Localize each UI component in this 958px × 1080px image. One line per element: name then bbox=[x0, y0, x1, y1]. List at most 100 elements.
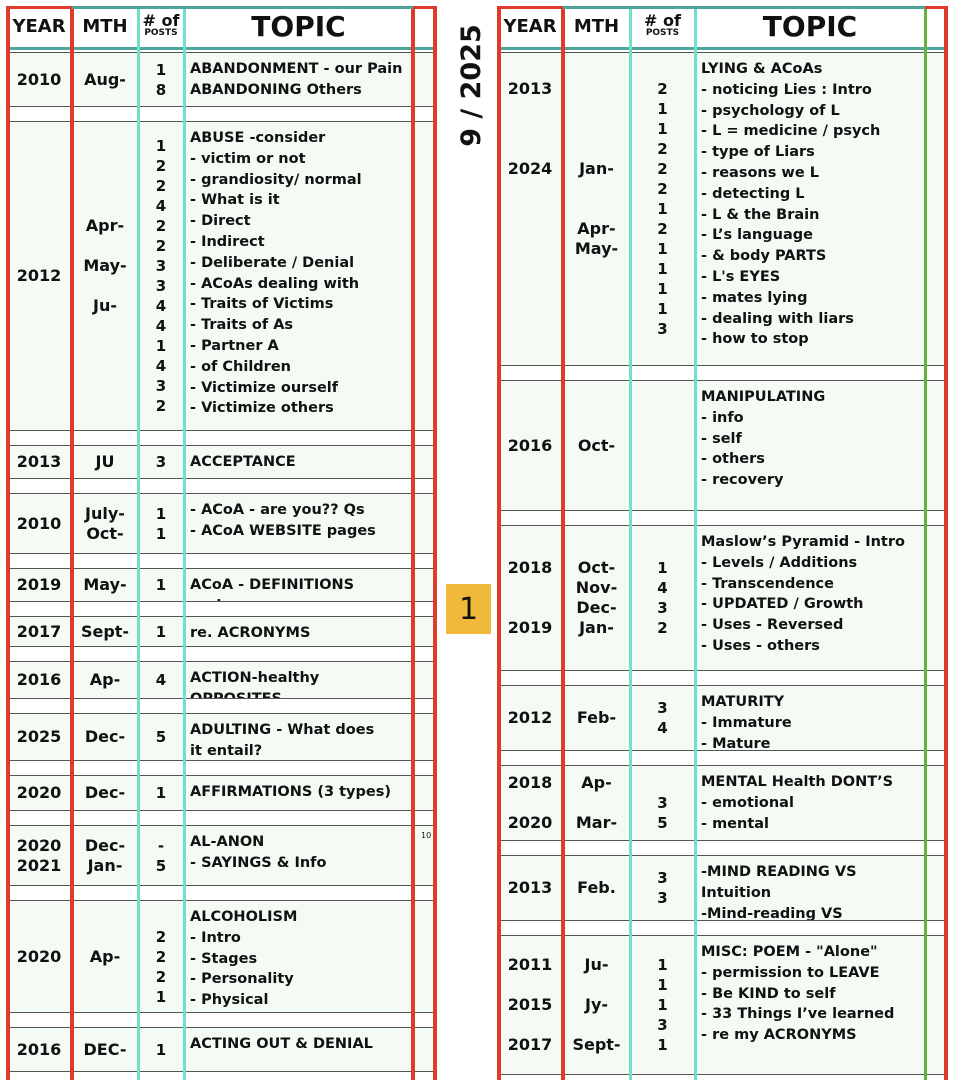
cell-posts: 3 3 bbox=[657, 869, 668, 907]
note-number: 10 bbox=[421, 831, 432, 840]
cell-mth: Ju- Jy- Sept- bbox=[572, 955, 621, 1054]
cell-posts: 3 5 bbox=[657, 794, 668, 832]
cell-mth: Apr- May- Ju- bbox=[83, 216, 127, 315]
cell-year: 2016 bbox=[16, 670, 62, 689]
cell-topic: re. ACRONYMS bbox=[190, 625, 311, 641]
cell-mth: Dec- bbox=[84, 783, 126, 802]
cell-year: 2013 bbox=[16, 452, 62, 471]
cell-mth: Sept- bbox=[80, 621, 130, 641]
table-row: 2020 Ap- 2 2 2 1 ALCOHOLISM - Intro - Stag… bbox=[6, 900, 437, 1013]
top-rule-red bbox=[497, 6, 563, 9]
cell-posts: 1 bbox=[155, 784, 167, 802]
cell-year: 2019 bbox=[16, 575, 62, 594]
table-row: 2025 Dec- 5 ADULTING - What does it entail… bbox=[6, 713, 437, 761]
table-row: 2020 2021 Dec- Jan- - 5 AL-ANON - SAYINGS &… bbox=[6, 825, 437, 886]
cell-posts: 5 bbox=[155, 728, 167, 746]
cell-topic: MISC: POEM - "Alone" - permission to LEA… bbox=[701, 944, 895, 1044]
cell-topic: Maslow’s Pyramid - Intro - Levels / Addi… bbox=[701, 534, 905, 654]
cell-mth: May- bbox=[83, 575, 127, 594]
header-mth: MTH bbox=[82, 16, 128, 37]
cell-mth: Dec- Jan- bbox=[84, 835, 126, 875]
cell-year: 2016 bbox=[507, 435, 553, 455]
cell-year: 2017 bbox=[16, 621, 62, 641]
table-row: 2019 May- 1 ACoA - DEFINITIONS review bbox=[6, 568, 437, 602]
cell-year: 2010 bbox=[16, 513, 62, 533]
cell-year: 2012 bbox=[507, 708, 553, 727]
cell-topic: ACoA - DEFINITIONS review bbox=[190, 577, 355, 601]
cell-mth: Feb- bbox=[576, 708, 617, 727]
table-row: 2013 Feb. 3 3 -MIND READING VS Intuition -M… bbox=[497, 855, 948, 921]
cell-topic: ACCEPTANCE bbox=[190, 454, 296, 470]
cell-year: 2020 2021 bbox=[16, 835, 62, 875]
column-divider bbox=[497, 6, 501, 1080]
top-rule-red bbox=[6, 6, 72, 9]
table-row: 2010 July- Oct- 1 1 - ACoA - are you?? Qs -… bbox=[6, 493, 437, 554]
page-number-badge: 1 bbox=[446, 584, 491, 634]
cell-topic: - ACoA - are you?? Qs - ACoA WEBSITE pag… bbox=[190, 502, 376, 539]
cell-year: 2011 2015 2017 bbox=[507, 955, 553, 1054]
cell-topic: AL-ANON - SAYINGS & Info bbox=[190, 834, 327, 871]
cell-mth: Jan- Apr- May- bbox=[574, 159, 619, 258]
cell-posts: 1 bbox=[155, 622, 167, 641]
cell-topic: -MIND READING VS Intuition -Mind-reading… bbox=[701, 864, 857, 920]
cell-posts: 2 2 2 1 bbox=[155, 927, 167, 1006]
top-rule bbox=[497, 6, 948, 9]
cell-mth: Feb. bbox=[577, 878, 616, 897]
table-row: 2018 2020 Ap- Mar- 3 5 MENTAL Health DONT’… bbox=[497, 765, 948, 841]
cell-year: 2025 bbox=[16, 727, 62, 746]
cell-posts: 1 bbox=[155, 1040, 167, 1059]
cell-year: 2020 bbox=[16, 946, 62, 966]
table-row: 2013 JU 3 ACCEPTANCE bbox=[6, 445, 437, 479]
cell-posts: 1 1 1 3 1 bbox=[657, 956, 668, 1054]
cell-mth: Ap- bbox=[89, 946, 121, 966]
cell-topic: MATURITY - Immature - Mature bbox=[701, 694, 792, 750]
cell-topic: ACTING OUT & DENIAL bbox=[190, 1036, 373, 1052]
cell-mth: JU bbox=[95, 452, 115, 471]
cell-posts: 1 2 2 4 2 2 3 3 4 4 1 4 3 2 bbox=[155, 137, 167, 415]
cell-year: 2013 2024 bbox=[507, 79, 553, 178]
header-year: YEAR bbox=[12, 16, 66, 37]
header-year: YEAR bbox=[503, 16, 557, 37]
header-posts: # of POSTS bbox=[138, 6, 184, 47]
cell-posts: 2 1 1 2 2 2 1 2 1 1 1 1 3 bbox=[657, 80, 668, 338]
cell-topic: LYING & ACoAs - noticing Lies : Intro - … bbox=[701, 61, 881, 348]
cell-year: 2010 bbox=[16, 69, 62, 89]
cell-posts: 1 8 bbox=[155, 60, 167, 99]
cell-posts: 3 bbox=[155, 453, 167, 471]
table-row: 2016 DEC- 1 ACTING OUT & DENIAL bbox=[6, 1027, 437, 1072]
table-row: 2016 Ap- 4 ACTION-healthy OPPOSITES bbox=[6, 661, 437, 699]
left-topic-table: YEAR MTH # of POSTS TOPIC 2010 Aug- 1 8 ABANDONM… bbox=[6, 6, 437, 1080]
cell-year: 2012 bbox=[16, 266, 62, 285]
date-label: 9 / 2025 bbox=[448, 20, 494, 150]
cell-topic: ADULTING - What does it entail? bbox=[190, 722, 375, 759]
cell-mth: Oct- Nov- Dec- Jan- bbox=[575, 558, 618, 637]
header-posts: # of POSTS bbox=[630, 6, 695, 47]
top-rule-red bbox=[925, 6, 948, 9]
cell-mth: Aug- bbox=[84, 69, 126, 89]
table-header: YEAR MTH # of POSTS TOPIC bbox=[6, 6, 437, 50]
column-divider bbox=[944, 6, 948, 1080]
cell-topic: ALCOHOLISM - Intro - Stages - Personalit… bbox=[190, 909, 298, 1009]
column-divider bbox=[137, 6, 140, 1080]
table-row: 2012 Feb- 3 4 MATURITY - Immature - Mature bbox=[497, 685, 948, 751]
table-row: 2013 2024 Jan- Apr- May- 2 1 1 2 2 2 1 2… bbox=[497, 52, 948, 366]
column-divider bbox=[70, 6, 74, 1080]
column-divider bbox=[561, 6, 565, 1080]
header-posts-bottom: POSTS bbox=[144, 27, 178, 38]
cell-year: 2020 bbox=[16, 783, 62, 802]
header-topic: TOPIC bbox=[251, 10, 346, 43]
cell-posts: 4 bbox=[155, 671, 167, 689]
cell-mth: Oct- bbox=[577, 435, 616, 455]
cell-topic: ABANDONMENT - our Pain ABANDONING Others bbox=[190, 61, 403, 98]
top-rule-red bbox=[413, 6, 437, 9]
cell-year: 2016 bbox=[16, 1039, 62, 1059]
cell-mth: Dec- bbox=[84, 727, 126, 746]
table-header: YEAR MTH # of POSTS TOPIC bbox=[497, 6, 948, 50]
table-row: 2011 2015 2017 Ju- Jy- Sept- 1 1 1 3 1 MISC… bbox=[497, 935, 948, 1075]
cell-posts: 1 bbox=[155, 576, 167, 594]
header-posts-bottom: POSTS bbox=[645, 27, 680, 38]
cell-mth: Ap- bbox=[89, 670, 121, 689]
cell-topic: MANIPULATING - info - self - others - re… bbox=[701, 389, 826, 489]
column-divider bbox=[6, 6, 10, 1080]
column-divider bbox=[433, 6, 437, 1080]
